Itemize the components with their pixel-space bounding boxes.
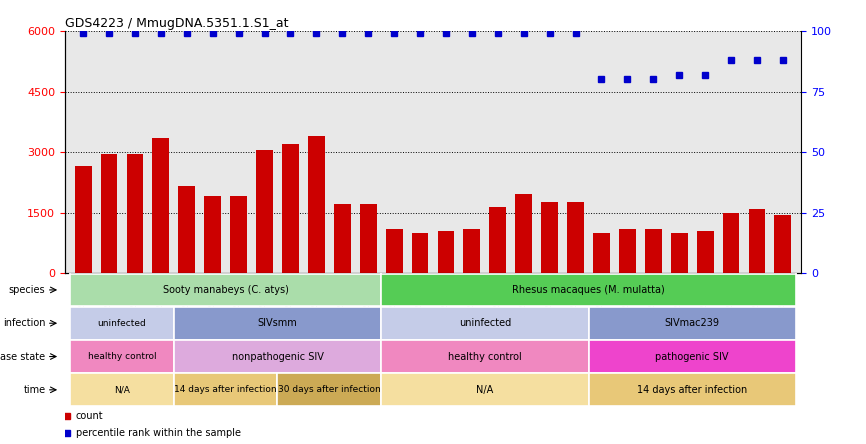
Text: N/A: N/A	[476, 385, 494, 395]
Bar	[645, 229, 662, 273]
Text: 14 days after infection: 14 days after infection	[637, 385, 747, 395]
Bar	[567, 202, 584, 273]
Bar	[256, 150, 273, 273]
Bar	[204, 196, 221, 273]
Bar	[774, 214, 792, 273]
Text: percentile rank within the sample: percentile rank within the sample	[76, 428, 241, 438]
Bar	[282, 144, 299, 273]
Text: uninfected: uninfected	[98, 319, 146, 328]
Text: 14 days after infection: 14 days after infection	[174, 385, 277, 394]
Bar	[437, 231, 455, 273]
Bar	[489, 206, 507, 273]
Text: GDS4223 / MmugDNA.5351.1.S1_at: GDS4223 / MmugDNA.5351.1.S1_at	[65, 17, 288, 30]
Bar	[697, 231, 714, 273]
Text: count: count	[76, 411, 103, 421]
Bar	[230, 196, 247, 273]
Text: Rhesus macaques (M. mulatta): Rhesus macaques (M. mulatta)	[512, 285, 665, 295]
Bar	[74, 166, 92, 273]
Bar	[308, 136, 325, 273]
Bar	[515, 194, 532, 273]
Text: nonpathogenic SIV: nonpathogenic SIV	[231, 352, 323, 361]
Bar	[411, 233, 429, 273]
Text: N/A: N/A	[114, 385, 130, 394]
Text: species: species	[9, 285, 46, 295]
Bar	[100, 154, 118, 273]
Text: 30 days after infection: 30 days after infection	[278, 385, 381, 394]
Bar	[385, 229, 403, 273]
Text: SIVsmm: SIVsmm	[257, 318, 297, 328]
Text: disease state: disease state	[0, 352, 46, 361]
Bar	[334, 205, 351, 273]
Bar	[126, 154, 144, 273]
Text: infection: infection	[3, 318, 46, 328]
Bar	[722, 213, 740, 273]
Text: uninfected: uninfected	[459, 318, 511, 328]
Text: healthy control: healthy control	[87, 352, 156, 361]
Bar	[748, 209, 766, 273]
Bar	[463, 229, 481, 273]
Text: Sooty manabeys (C. atys): Sooty manabeys (C. atys)	[163, 285, 288, 295]
Bar	[359, 205, 377, 273]
Bar	[541, 202, 558, 273]
Bar	[619, 229, 636, 273]
Text: SIVmac239: SIVmac239	[665, 318, 720, 328]
Text: pathogenic SIV: pathogenic SIV	[656, 352, 729, 361]
Bar	[671, 233, 688, 273]
Bar	[593, 233, 610, 273]
Bar	[178, 186, 195, 273]
Text: healthy control: healthy control	[448, 352, 521, 361]
Bar	[152, 138, 169, 273]
Text: time: time	[23, 385, 46, 395]
